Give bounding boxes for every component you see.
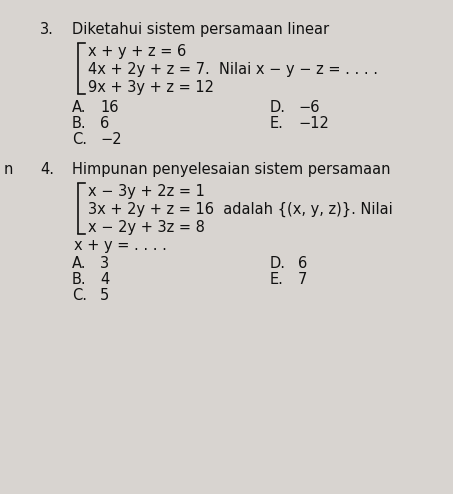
Text: Himpunan penyelesaian sistem persamaan: Himpunan penyelesaian sistem persamaan	[72, 162, 390, 177]
Text: n: n	[4, 162, 14, 177]
Text: 4: 4	[100, 272, 109, 287]
Text: E.: E.	[270, 272, 284, 287]
Text: 6: 6	[298, 256, 307, 271]
Text: E.: E.	[270, 116, 284, 131]
Text: 9x + 3y + z = 12: 9x + 3y + z = 12	[88, 80, 214, 95]
Text: 7: 7	[298, 272, 308, 287]
Text: x − 3y + 2z = 1: x − 3y + 2z = 1	[88, 184, 205, 199]
Text: A.: A.	[72, 100, 87, 115]
Text: B.: B.	[72, 272, 87, 287]
Text: 4x + 2y + z = 7.  Nilai x − y − z = . . . .: 4x + 2y + z = 7. Nilai x − y − z = . . .…	[88, 62, 378, 77]
Text: D.: D.	[270, 100, 286, 115]
Text: −12: −12	[298, 116, 329, 131]
Text: −6: −6	[298, 100, 319, 115]
Text: D.: D.	[270, 256, 286, 271]
Text: A.: A.	[72, 256, 87, 271]
Text: C.: C.	[72, 288, 87, 303]
Text: Diketahui sistem persamaan linear: Diketahui sistem persamaan linear	[72, 22, 329, 37]
Text: C.: C.	[72, 132, 87, 147]
Text: 6: 6	[100, 116, 109, 131]
Text: 5: 5	[100, 288, 109, 303]
Text: 3.: 3.	[40, 22, 54, 37]
Text: 16: 16	[100, 100, 119, 115]
Text: 4.: 4.	[40, 162, 54, 177]
Text: 3: 3	[100, 256, 109, 271]
Text: 3x + 2y + z = 16  adalah {(x, y, z)}. Nilai: 3x + 2y + z = 16 adalah {(x, y, z)}. Nil…	[88, 202, 393, 217]
Text: x + y + z = 6: x + y + z = 6	[88, 44, 186, 59]
Text: B.: B.	[72, 116, 87, 131]
Text: x + y = . . . .: x + y = . . . .	[74, 238, 167, 253]
Text: −2: −2	[100, 132, 121, 147]
Text: x − 2y + 3z = 8: x − 2y + 3z = 8	[88, 220, 205, 235]
